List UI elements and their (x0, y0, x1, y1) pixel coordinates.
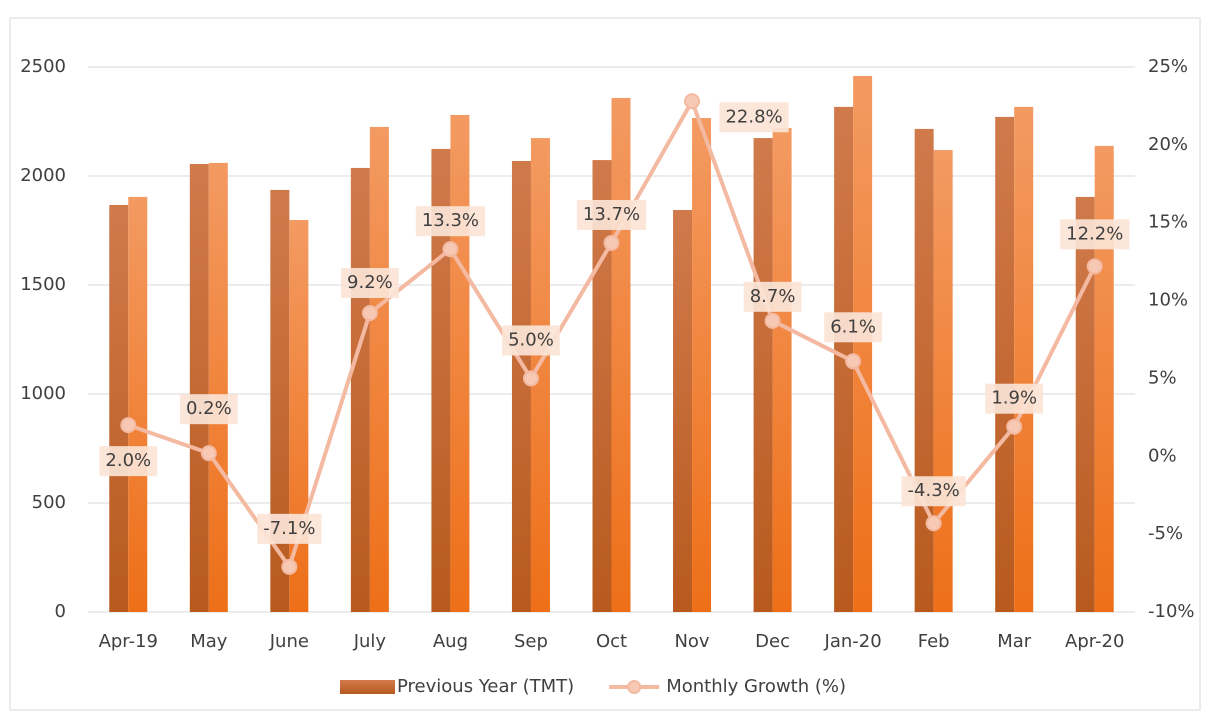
bar (109, 204, 129, 612)
x-tick-label: July (353, 631, 387, 652)
bar (270, 189, 290, 612)
x-tick-label: Jan-20 (824, 631, 882, 652)
marker (764, 312, 781, 329)
bar (933, 150, 953, 613)
marker (925, 515, 942, 532)
bar (834, 106, 854, 613)
bar (995, 116, 1015, 612)
x-tick-label: Sep (514, 631, 548, 652)
data-label: 6.1% (830, 316, 876, 337)
y-tick-label: 1000 (20, 383, 66, 404)
data-label-bg (341, 268, 399, 299)
data-label-bg (502, 325, 560, 356)
data-label: -4.3% (908, 480, 960, 501)
y2-tick-label: 5% (1148, 367, 1177, 388)
bar (592, 160, 612, 612)
marker (522, 370, 539, 387)
bar (128, 196, 148, 613)
y2-tick-label: -5% (1148, 523, 1183, 544)
data-label: 22.8% (725, 106, 782, 127)
marker (684, 93, 701, 110)
y-tick-label: 1500 (20, 274, 66, 295)
y-tick-label: 500 (32, 492, 66, 513)
data-label-bg (824, 312, 882, 343)
marker (1006, 418, 1023, 435)
x-tick-label: June (269, 631, 309, 652)
data-label-bg (576, 199, 647, 230)
y2-tick-label: 15% (1148, 212, 1188, 233)
bar (772, 128, 792, 613)
x-tick-label: Dec (755, 631, 790, 652)
x-tick-label: Feb (918, 631, 950, 652)
y-tick-label: 2000 (20, 165, 66, 186)
legend-label: Previous Year (TMT) (397, 676, 574, 697)
x-tick-label: Nov (674, 631, 709, 652)
data-label: 13.3% (422, 210, 479, 231)
bar (1075, 196, 1095, 613)
bar (208, 162, 228, 613)
data-label: 0.2% (186, 398, 232, 419)
marker (281, 558, 298, 575)
bar (369, 126, 389, 612)
x-tick-label: Aug (433, 631, 468, 652)
bar (914, 128, 934, 613)
y2-tick-label: 20% (1148, 134, 1188, 155)
data-label-bg (1060, 219, 1130, 250)
marker (1086, 258, 1103, 275)
x-tick-label: Mar (997, 631, 1032, 652)
data-label-bg (743, 281, 802, 312)
marker (361, 305, 378, 322)
bar (673, 210, 693, 612)
data-label-bg (415, 206, 486, 237)
x-tick-label: Apr-19 (99, 631, 158, 652)
bar (1094, 145, 1114, 612)
y2-tick-label: 0% (1148, 445, 1177, 466)
bar (350, 167, 370, 612)
data-label: 5.0% (508, 329, 554, 350)
y-tick-label: 0 (55, 601, 66, 622)
bar (450, 114, 470, 613)
y2-tick-label: 25% (1148, 56, 1188, 77)
chart-border (9, 17, 1201, 711)
y2-tick-label: -10% (1148, 601, 1195, 622)
data-label-bg (257, 513, 322, 544)
data-label: 9.2% (347, 272, 393, 293)
bar (1014, 106, 1034, 613)
data-label: 8.7% (750, 286, 796, 307)
bar (189, 164, 209, 612)
data-label-bg (99, 446, 158, 477)
marker (603, 234, 620, 251)
bar (753, 138, 773, 612)
x-tick-label: Oct (596, 631, 627, 652)
x-tick-label: Apr-20 (1065, 631, 1124, 652)
data-label: 1.9% (991, 388, 1037, 409)
data-label: 2.0% (105, 450, 151, 471)
data-label: 12.2% (1066, 223, 1123, 244)
bar (511, 160, 531, 612)
bar (692, 118, 712, 613)
marker (200, 445, 217, 462)
legend-swatch (340, 680, 395, 694)
bar (530, 138, 550, 612)
legend-label: Monthly Growth (%) (666, 676, 846, 697)
marker (442, 241, 459, 258)
y-tick-label: 2500 (20, 56, 66, 77)
data-label-bg (985, 383, 1044, 414)
legend-swatch (627, 680, 642, 694)
marker (120, 417, 137, 434)
bar (853, 75, 873, 613)
data-label-bg (179, 394, 238, 425)
data-label-bg (719, 102, 789, 133)
x-tick-label: May (190, 631, 228, 652)
bar (431, 148, 451, 612)
data-label: -7.1% (263, 518, 315, 539)
data-label-bg (901, 476, 966, 507)
y2-tick-label: 10% (1148, 290, 1188, 311)
marker (845, 353, 862, 370)
bar (611, 97, 631, 613)
data-label: 13.7% (583, 204, 640, 225)
